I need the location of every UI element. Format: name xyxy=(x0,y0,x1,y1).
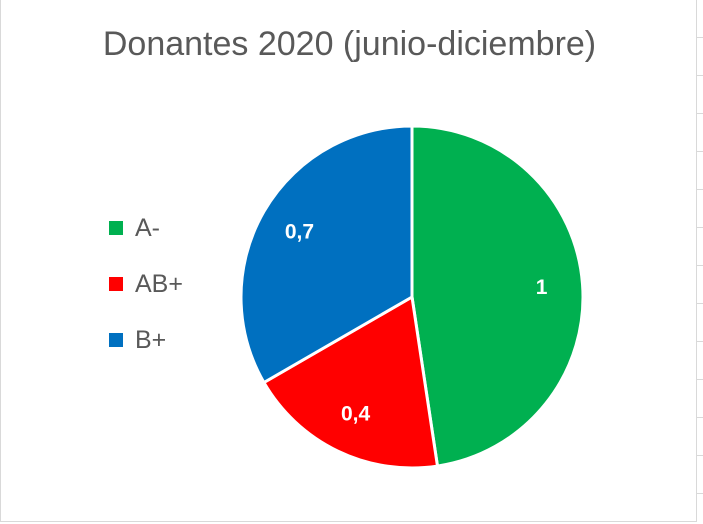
legend-swatch-ab-pos xyxy=(109,277,123,291)
data-label-ab-pos: 0,4 xyxy=(341,403,371,426)
legend-label-b-pos: B+ xyxy=(135,325,167,354)
chart-title: Donantes 2020 (junio-diciembre) xyxy=(102,25,597,63)
legend: A- AB+ B+ xyxy=(109,200,183,368)
pie-slice-a-neg xyxy=(410,124,585,468)
legend-item-a-neg: A- xyxy=(109,200,183,256)
data-label-a-neg: 1 xyxy=(536,276,548,299)
pie-slice-b-pos xyxy=(239,124,414,384)
legend-item-b-pos: B+ xyxy=(109,312,183,368)
legend-item-ab-pos: AB+ xyxy=(109,256,183,312)
legend-swatch-b-pos xyxy=(109,333,123,347)
sheet-gridlines xyxy=(697,0,703,524)
legend-swatch-a-neg xyxy=(109,221,123,235)
pie-slice-ab-pos xyxy=(262,295,439,470)
data-label-b-pos: 0,7 xyxy=(285,221,314,244)
legend-label-a-neg: A- xyxy=(135,213,160,242)
legend-label-ab-pos: AB+ xyxy=(135,269,183,298)
